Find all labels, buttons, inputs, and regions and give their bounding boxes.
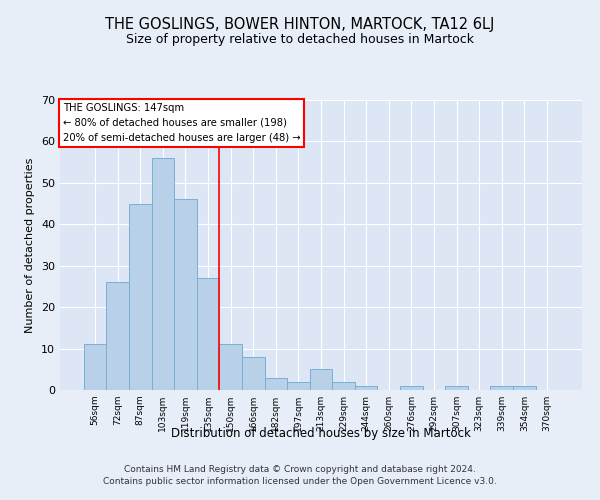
Bar [265, 378, 287, 390]
Bar [220, 344, 242, 390]
Bar [355, 386, 377, 390]
Bar [84, 344, 106, 390]
Bar [445, 386, 468, 390]
Bar [400, 386, 422, 390]
Text: Distribution of detached houses by size in Martock: Distribution of detached houses by size … [171, 428, 471, 440]
Text: Contains public sector information licensed under the Open Government Licence v3: Contains public sector information licen… [103, 478, 497, 486]
Text: Size of property relative to detached houses in Martock: Size of property relative to detached ho… [126, 32, 474, 46]
Text: Contains HM Land Registry data © Crown copyright and database right 2024.: Contains HM Land Registry data © Crown c… [124, 465, 476, 474]
Bar [513, 386, 536, 390]
Bar [310, 370, 332, 390]
Bar [332, 382, 355, 390]
Bar [106, 282, 129, 390]
Bar [287, 382, 310, 390]
Bar [152, 158, 174, 390]
Bar [197, 278, 220, 390]
Bar [242, 357, 265, 390]
Bar [129, 204, 152, 390]
Text: THE GOSLINGS, BOWER HINTON, MARTOCK, TA12 6LJ: THE GOSLINGS, BOWER HINTON, MARTOCK, TA1… [106, 18, 494, 32]
Y-axis label: Number of detached properties: Number of detached properties [25, 158, 35, 332]
Text: THE GOSLINGS: 147sqm
← 80% of detached houses are smaller (198)
20% of semi-deta: THE GOSLINGS: 147sqm ← 80% of detached h… [62, 103, 300, 142]
Bar [490, 386, 513, 390]
Bar [174, 200, 197, 390]
